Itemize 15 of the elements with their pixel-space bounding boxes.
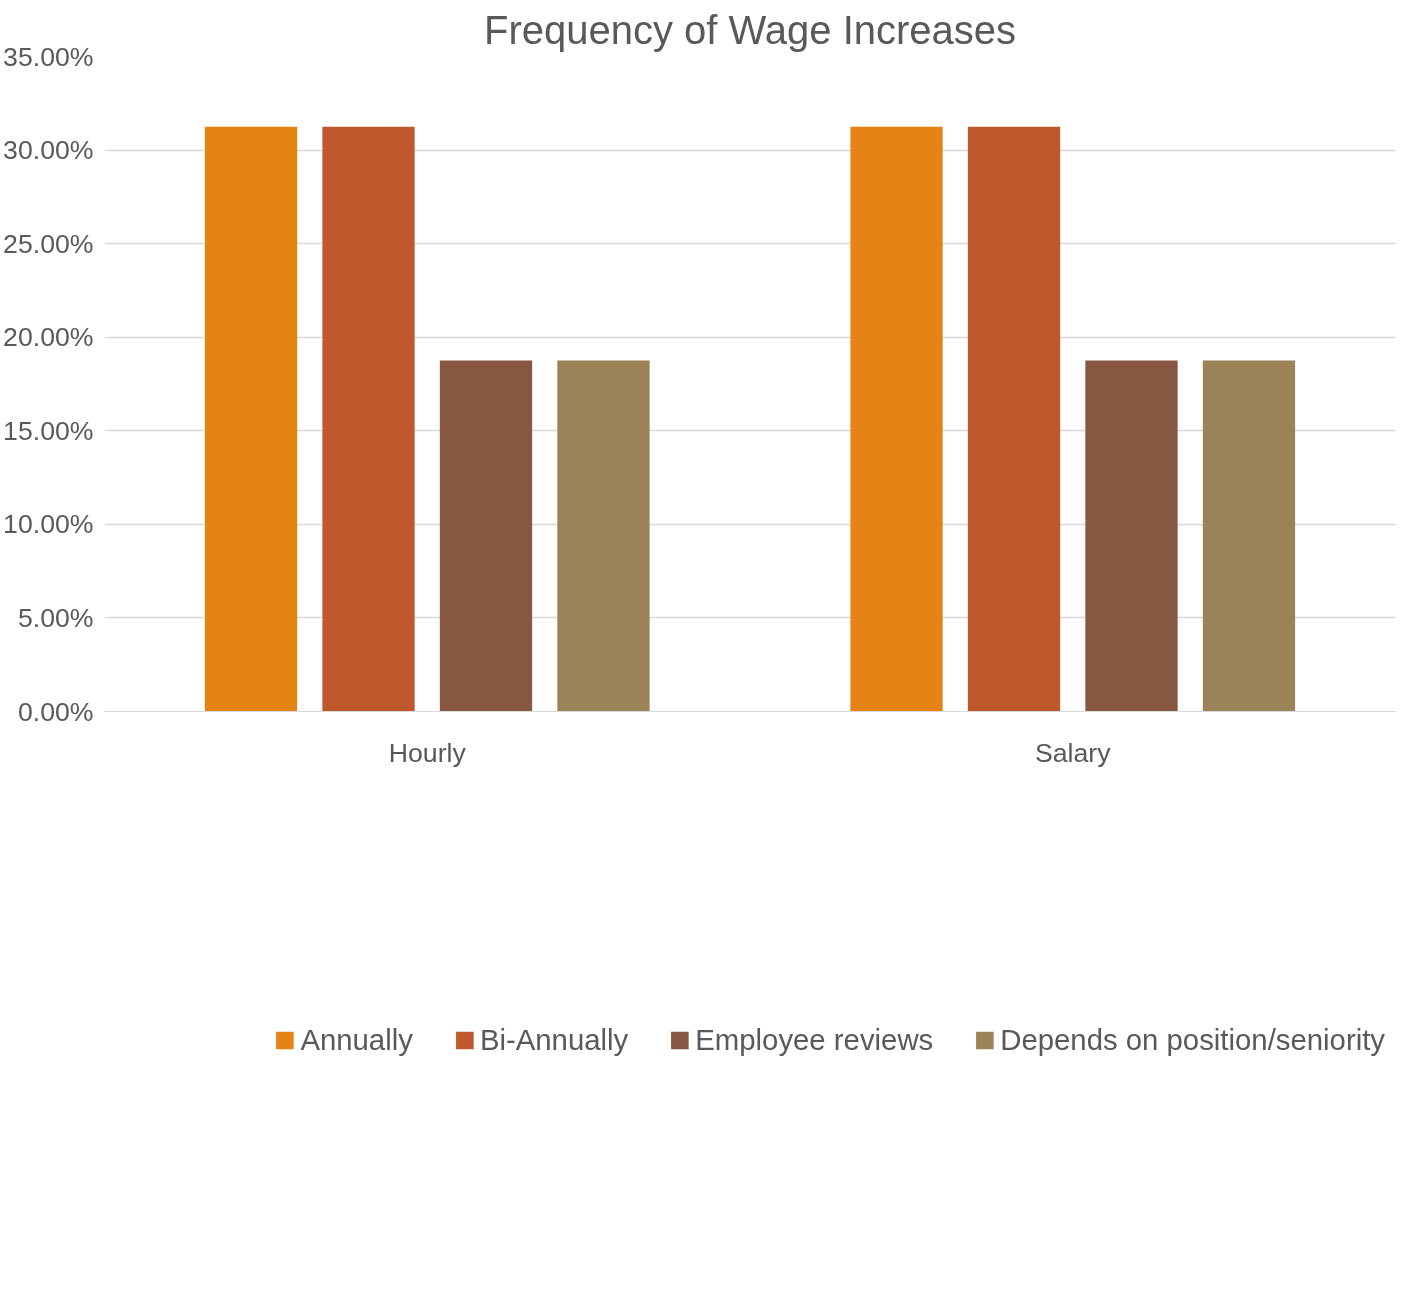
x-tick-label: Hourly [388,737,467,768]
y-tick-label: 20.00% [3,322,94,353]
y-tick-label: 10.00% [3,509,94,540]
y-tick-label: 35.00% [3,41,94,72]
legend-label: Employee reviews [695,1023,934,1057]
y-tick-label: 5.00% [17,602,94,633]
chart-title: Frequency of Wage Increases [483,7,1017,52]
y-tick-label: 25.00% [3,228,94,259]
legend-label: Bi-Annually [479,1023,629,1057]
y-tick-label: 30.00% [3,135,94,166]
y-tick-label: 0.00% [17,696,94,727]
legend-label: Annually [300,1023,413,1057]
legend-label: Depends on position/seniority [1000,1023,1385,1057]
x-tick-label: Salary [1034,737,1112,768]
y-tick-label: 15.00% [3,415,94,446]
